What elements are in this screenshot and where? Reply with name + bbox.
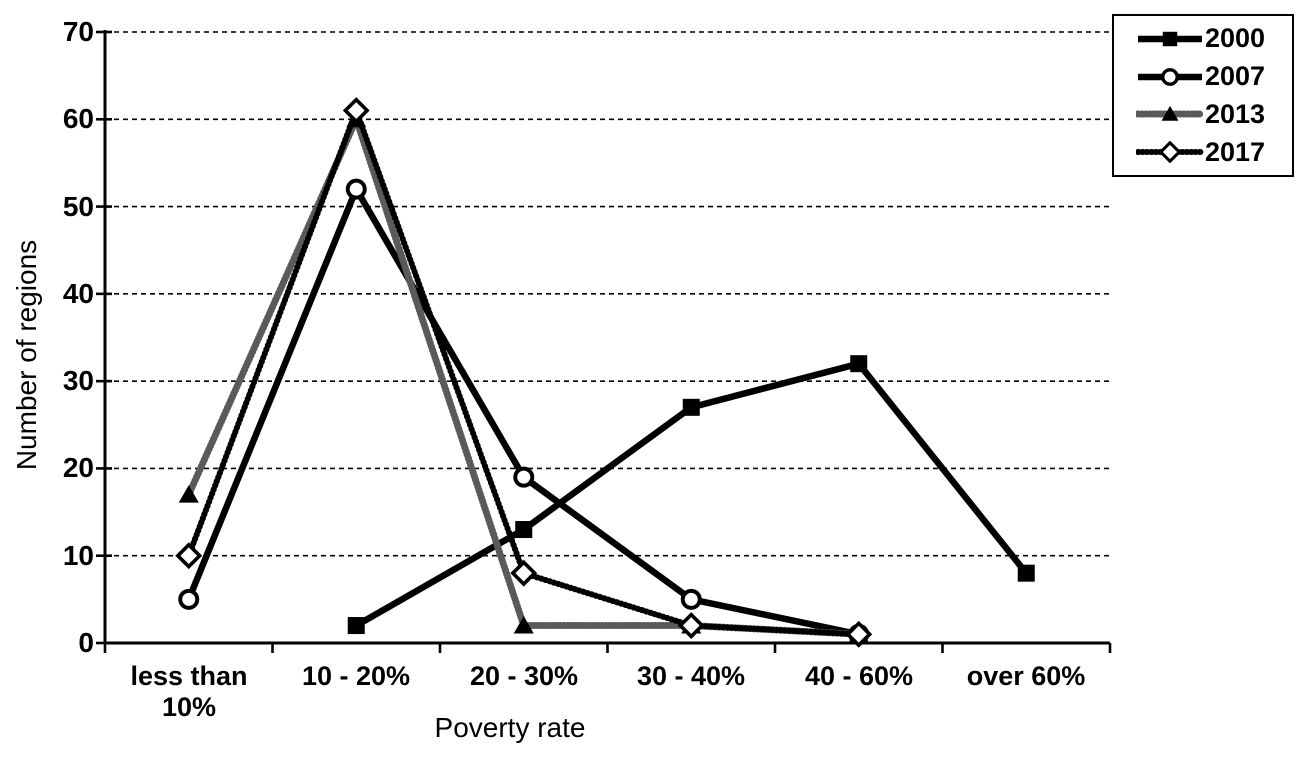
legend-item-2000: 2000 [1136, 23, 1292, 54]
filled-square-marker [347, 617, 365, 635]
x-axis-title: Poverty rate [434, 712, 586, 743]
y-tick-label: 70 [62, 16, 94, 47]
y-tick-label: 0 [78, 627, 94, 658]
legend-line-sample-2000 [1136, 28, 1204, 50]
open-circle-marker [1161, 67, 1179, 86]
legend-label: 2007 [1205, 61, 1266, 92]
y-tick-label: 40 [62, 278, 94, 309]
filled-square-marker [850, 355, 868, 373]
legend-line-sample-2007 [1136, 66, 1204, 88]
filled-square-marker [1162, 31, 1178, 47]
y-tick-label: 50 [62, 191, 94, 222]
y-tick-label: 60 [62, 103, 94, 134]
legend-item-2007: 2007 [1136, 61, 1292, 92]
legend-line-sample-2017 [1136, 141, 1204, 164]
y-axis-title: Number of regions [11, 239, 42, 471]
x-tick-label: 10 - 20% [301, 661, 411, 691]
x-tick-label: less than 10% [130, 661, 248, 722]
open-diamond-marker [510, 559, 538, 587]
y-tick-label: 20 [62, 452, 94, 483]
open-diamond-marker [845, 620, 873, 648]
x-tick-label: 40 - 60% [804, 661, 914, 691]
filled-triangle-marker [1161, 106, 1179, 122]
open-circle-marker [178, 588, 200, 610]
open-diamond-marker [175, 542, 203, 570]
open-circle-marker [513, 466, 535, 488]
filled-square-marker [1017, 564, 1035, 582]
series-2017 [175, 97, 873, 648]
legend-line-sample-2013 [1136, 103, 1204, 125]
legend-item-2017: 2017 [1136, 137, 1292, 168]
legend-label: 2000 [1205, 23, 1266, 54]
series-2000 [347, 355, 1035, 635]
legend-label: 2013 [1205, 98, 1266, 129]
y-tick-label: 30 [62, 365, 94, 396]
filled-triangle-marker [513, 616, 534, 634]
x-tick-label: over 60% [966, 661, 1086, 691]
series-2007 [178, 178, 870, 645]
legend: 2000 2007 2013 2017 [1112, 14, 1294, 177]
x-tick-label: 20 - 30% [469, 661, 579, 691]
open-diamond-marker [677, 612, 705, 639]
x-tick-label: 30 - 40% [636, 661, 746, 691]
filled-square-marker [515, 521, 533, 539]
y-tick-label: 10 [62, 540, 94, 571]
series-line [185, 109, 863, 638]
legend-label: 2017 [1205, 136, 1266, 167]
filled-triangle-marker [178, 485, 199, 503]
open-circle-marker [680, 588, 702, 610]
legend-item-2013: 2013 [1136, 99, 1292, 130]
filled-square-marker [682, 398, 700, 416]
open-diamond-marker [342, 97, 370, 124]
open-circle-marker [345, 178, 367, 200]
open-diamond-marker [1158, 141, 1182, 164]
